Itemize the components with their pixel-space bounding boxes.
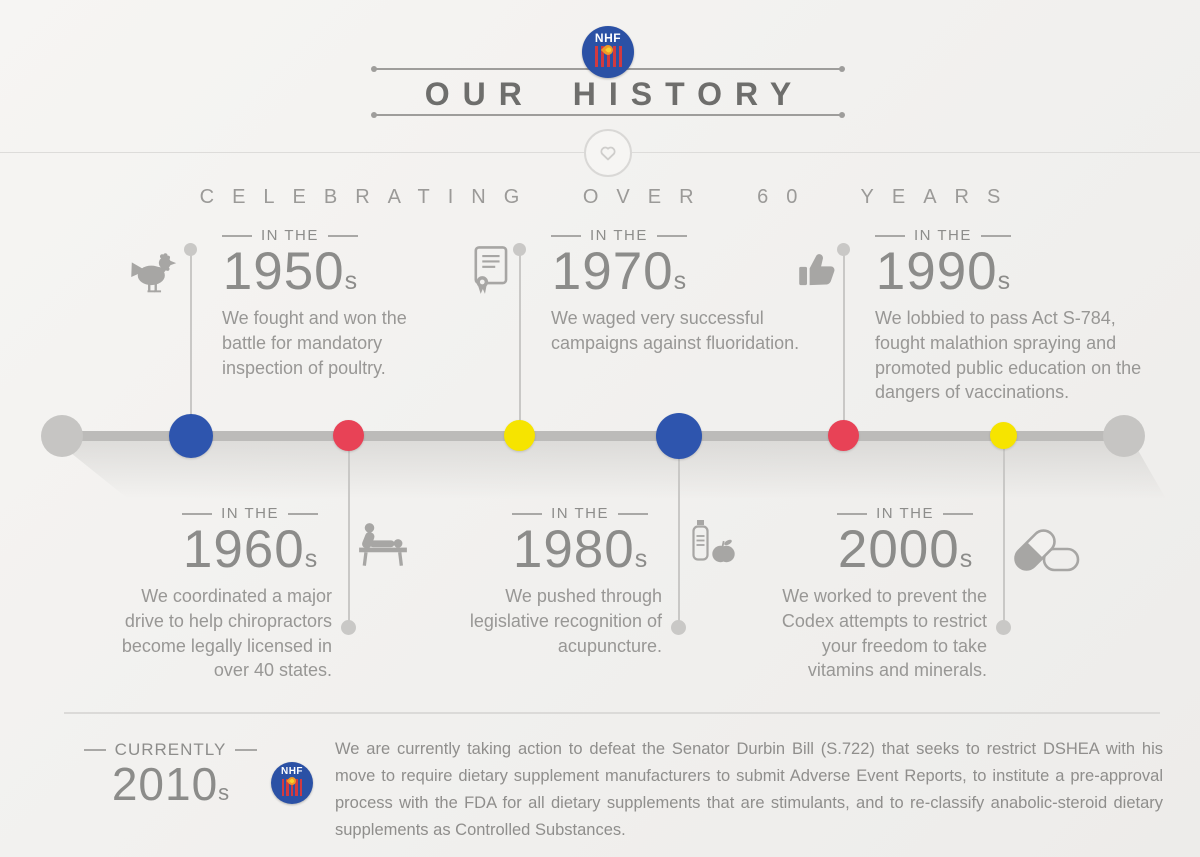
subtitle: CELEBRATING OVER 60 YEARS [199,186,1019,208]
connector-node-1970s [513,243,526,256]
entry-description: We pushed through legislative recognitio… [469,586,662,656]
dash-left [182,512,213,515]
year-text: 1970 [551,242,674,301]
period-label: IN THE [551,505,609,522]
year-text: 1960 [182,520,305,579]
page-title: OUR HISTORY [424,76,805,112]
year-text: 2010 [111,758,219,810]
connector-node-1950s [184,243,197,256]
entry-description: We lobbied to pass Act S-784, fought mal… [875,308,1142,403]
connector-1990s [843,250,845,431]
dash-left [83,749,106,751]
timeline-endcap-right [1103,415,1145,457]
dash-right [235,749,258,751]
timeline-dot-1980s [656,413,702,459]
period-label: IN THE [261,227,319,244]
year-text: 2000 [837,520,960,579]
period-label: IN THE [590,227,648,244]
connector-node-1990s [837,243,850,256]
timeline-entry-1990s: IN THE 1990s We lobbied to pass Act S-78… [875,227,1165,405]
dash-left [875,234,905,237]
timeline-entry-1950s: IN THE 1950s We fought and won the battl… [222,227,437,380]
year-text: 1980 [512,520,635,579]
connector-node-2000s [996,620,1011,635]
timeline-shadow [56,441,1166,499]
entry-description: We coordinated a major drive to help chi… [121,586,332,681]
nhf-stripes [593,46,623,67]
dash-left [222,234,252,237]
entry-heading: IN THE 2000s [837,505,973,576]
dash-right [618,512,648,515]
year-text: 1990 [875,242,998,301]
thumbs-up-icon [799,254,835,286]
dash-right [327,234,358,237]
year-suffix: s [959,545,973,573]
period-label: CURRENTLY [114,740,227,759]
timeline-bar [62,431,1124,441]
bottom-divider [64,712,1160,714]
current-description: We are currently taking action to defeat… [335,740,1163,839]
timeline-entry-2000s: IN THE 2000s We worked to prevent the Co… [752,505,987,683]
timeline-endcap-left [41,415,83,457]
entry-heading: IN THE 1950s [222,227,358,298]
timeline-entry-1960s: IN THE 1960s We coordinated a major driv… [104,505,332,683]
pills-icon [1014,529,1080,572]
dash-right [656,234,687,237]
chicken-icon [131,253,177,293]
entry-description: We fought and won the battle for mandato… [222,308,407,378]
year-suffix: s [344,267,358,295]
timeline-dot-1990s [828,420,859,451]
period-label: IN THE [221,505,279,522]
dash-left [837,512,868,515]
connector-1960s [348,441,350,627]
entry-heading: IN THE 1980s [512,505,648,576]
dash-right [980,234,1011,237]
current-entry-2010s: CURRENTLY 2010s [78,740,263,807]
connector-1980s [678,441,680,627]
dash-right [288,512,318,515]
nhf-logo-text: NHF [280,766,304,777]
connector-2000s [1003,441,1005,627]
year-suffix: s [673,267,687,295]
nhf-logo-text: NHF [594,31,622,45]
nhf-logo: NHF [582,26,634,78]
connector-node-1980s [671,620,686,635]
timeline-dot-1950s [169,414,213,458]
year-text: 1950 [222,242,345,301]
dash-left [551,234,581,237]
nhf-stripes [281,779,304,796]
timeline-entry-1970s: IN THE 1970s We waged very successful ca… [551,227,811,356]
entry-heading: IN THE 1960s [182,505,318,576]
year-suffix: s [304,545,318,573]
timeline-entry-1980s: IN THE 1980s We pushed through legislati… [447,505,662,658]
certificate-icon [474,246,508,294]
period-label: IN THE [876,505,934,522]
connector-node-1960s [341,620,356,635]
year-suffix: s [634,545,648,573]
year-suffix: s [218,780,230,805]
entry-heading: IN THE 1970s [551,227,687,298]
heart-icon [600,146,616,161]
timeline-dot-1970s [504,420,535,451]
connector-1950s [190,250,192,431]
title-rule-bottom [371,112,845,118]
nhf-logo-small: NHF [271,762,313,804]
connector-1970s [519,250,521,431]
dash-left [512,512,543,515]
entry-description: We worked to prevent the Codex attempts … [781,586,987,681]
chiropractic-table-icon [359,523,407,566]
entry-heading: CURRENTLY 2010s [78,740,263,807]
period-label: IN THE [914,227,972,244]
year-suffix: s [997,267,1011,295]
heart-badge [584,129,632,177]
bottle-apple-icon [692,520,735,563]
entry-heading: IN THE 1990s [875,227,1011,298]
timeline-dot-2000s [990,422,1017,449]
timeline-dot-1960s [333,420,364,451]
dash-right [943,512,973,515]
entry-description: We waged very successful campaigns again… [551,308,800,353]
